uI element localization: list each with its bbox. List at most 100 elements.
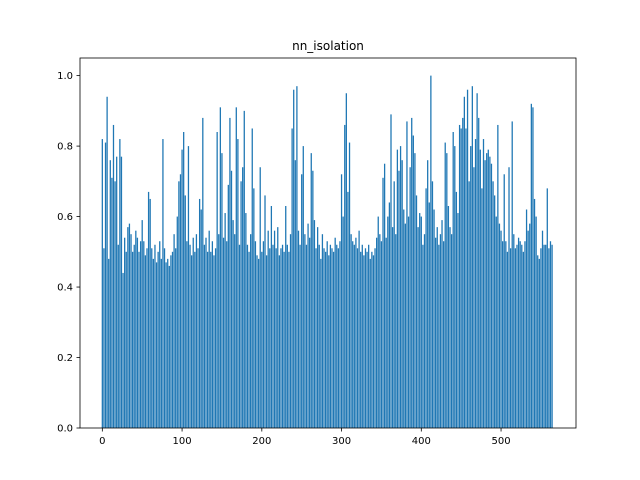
bar-208: [433, 209, 435, 428]
bar-236: [478, 117, 480, 429]
bar-81: [230, 170, 233, 428]
bar-27: [144, 255, 147, 428]
bar-270: [532, 107, 534, 428]
bar-100: [261, 251, 263, 428]
bar-242: [487, 149, 489, 428]
bar-189: [403, 209, 405, 428]
bar-114: [283, 251, 285, 428]
bar-48: [178, 181, 180, 428]
bar-197: [415, 195, 418, 428]
bar-63: [202, 117, 204, 429]
bar-124: [299, 244, 301, 428]
bar-171: [374, 248, 376, 428]
bar-253: [505, 241, 507, 428]
bar-113: [281, 244, 284, 428]
bar-280: [548, 248, 550, 428]
bar-26: [143, 241, 145, 428]
y-tick-label-0: 0.0: [57, 424, 73, 435]
bar-91: [246, 244, 249, 428]
bar-1: [103, 248, 105, 428]
bar-153: [345, 93, 347, 429]
bar-85: [237, 139, 239, 429]
bar-279: [546, 188, 548, 428]
bar-199: [419, 213, 421, 428]
x-tick-label-1: 100: [173, 436, 192, 447]
bar-233: [473, 167, 475, 429]
bar-173: [377, 216, 379, 428]
bar-194: [411, 117, 413, 429]
bar-201: [422, 244, 424, 428]
bar-262: [519, 241, 521, 428]
bar-133: [313, 220, 316, 428]
bar-25: [141, 220, 143, 428]
bar-168: [369, 258, 371, 428]
bar-129: [307, 223, 309, 428]
bar-39: [163, 248, 166, 428]
bar-92: [248, 251, 250, 428]
bar-106: [270, 206, 273, 428]
bar-29: [147, 191, 150, 428]
bar-102: [264, 195, 266, 428]
bar-146: [334, 237, 336, 428]
bar-89: [243, 110, 245, 429]
bar-256: [509, 248, 512, 428]
bar-49: [179, 174, 182, 428]
bar-87: [240, 181, 242, 428]
bar-21: [135, 230, 137, 428]
bar-34: [155, 262, 158, 428]
bar-94: [251, 128, 253, 429]
bar-131: [310, 153, 312, 428]
bar-14: [124, 237, 126, 428]
bar-282: [551, 244, 553, 428]
bar-12: [120, 156, 123, 429]
bar-259: [514, 248, 517, 428]
bar-210: [436, 227, 438, 428]
bar-60: [197, 248, 199, 428]
bar-112: [280, 248, 282, 428]
bar-135: [317, 227, 319, 428]
bar-47: [176, 216, 178, 428]
x-tick-label-2: 200: [252, 436, 271, 447]
bar-181: [390, 114, 392, 428]
plot-frame: [79, 57, 577, 429]
bar-75: [221, 153, 223, 428]
bar-235: [476, 93, 478, 429]
bar-111: [278, 255, 280, 428]
bar-20: [133, 244, 135, 428]
bar-165: [364, 248, 367, 428]
bar-167: [368, 244, 370, 428]
bar-175: [380, 241, 383, 428]
bar-232: [471, 86, 473, 428]
bar-156: [350, 234, 352, 428]
bar-13: [122, 272, 124, 428]
bar-164: [363, 255, 365, 428]
bar-30: [149, 198, 151, 428]
x-tick-label-4: 400: [412, 436, 431, 447]
bar-266: [525, 209, 528, 428]
bar-138: [321, 234, 324, 428]
axes-group: 0 100 200 300 400 500 0.0 0.2 0.4 0.6 0.8 1.0: [57, 57, 577, 447]
bar-54: [187, 146, 190, 428]
bar-203: [425, 188, 427, 428]
bar-258: [513, 234, 515, 428]
bar-46: [175, 248, 177, 428]
bar-33: [154, 244, 156, 428]
bar-126: [302, 146, 304, 428]
bar-137: [320, 258, 322, 428]
bar-18: [130, 234, 132, 428]
bar-119: [291, 128, 293, 429]
bar-174: [379, 234, 381, 428]
bar-117: [288, 251, 290, 428]
bar-191: [406, 121, 408, 429]
bar-214: [442, 241, 445, 428]
bar-255: [508, 167, 510, 429]
bar-212: [439, 234, 442, 428]
bar-104: [267, 230, 269, 428]
bar-215: [444, 142, 446, 428]
y-tick-label-1: 0.2: [57, 353, 73, 364]
bar-238: [481, 188, 483, 428]
bar-172: [376, 237, 378, 428]
bar-157: [352, 241, 354, 428]
bar-43: [170, 255, 172, 428]
bar-8: [114, 181, 116, 428]
